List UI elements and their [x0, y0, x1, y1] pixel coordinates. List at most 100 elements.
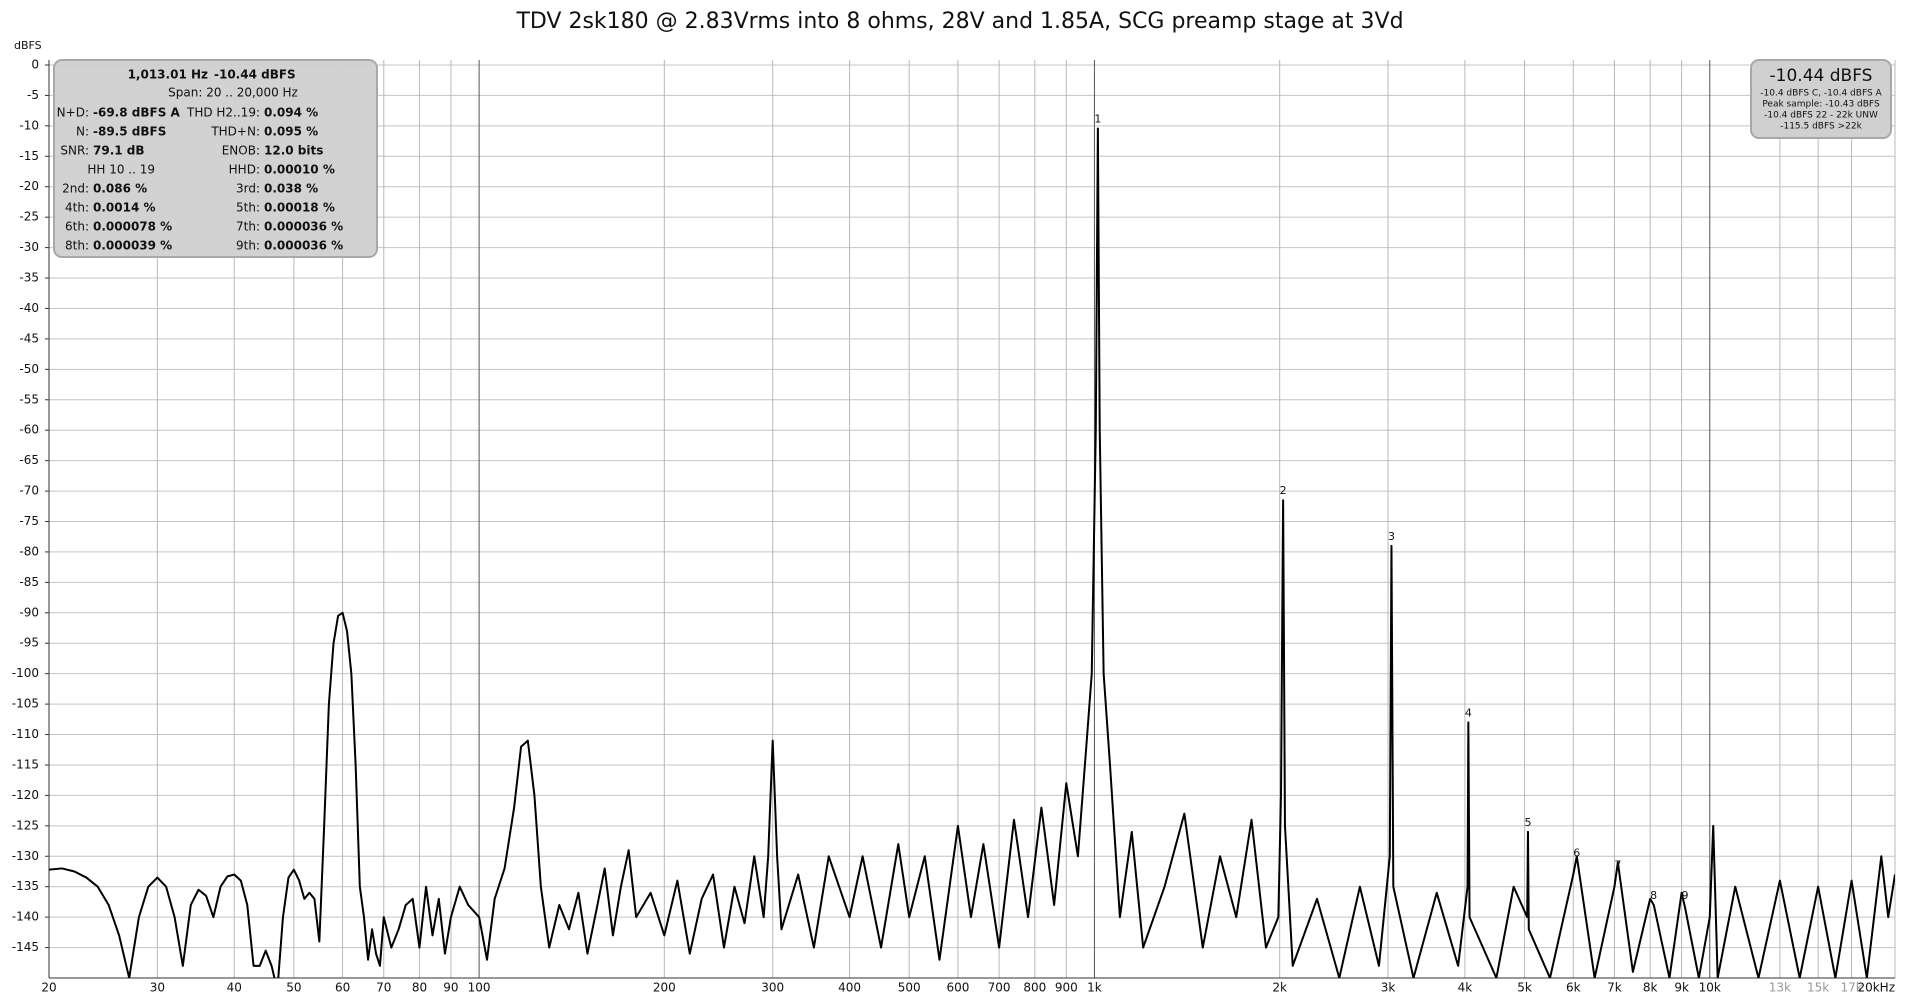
info-value: -89.5 dBFS: [93, 125, 166, 139]
info-box: [53, 59, 378, 258]
y-tick-label: -30: [19, 240, 39, 254]
x-tick-label: 7k: [1607, 981, 1622, 995]
y-tick-label: -90: [19, 605, 39, 619]
y-tick-label: -5: [27, 88, 39, 102]
y-tick-label: -65: [19, 453, 39, 467]
x-tick-label: 200: [653, 981, 676, 995]
level-box: [1750, 59, 1892, 139]
info-span: Span: 20 .. 20,000 Hz: [168, 86, 298, 100]
x-tick-label: 60: [335, 981, 350, 995]
x-tick-label: 5k: [1517, 981, 1532, 995]
harmonic-label: 5: [1524, 816, 1531, 829]
info-value: 0.000036 %: [264, 220, 343, 234]
y-tick-label: -20: [19, 179, 39, 193]
info-label: 5th:: [236, 201, 260, 215]
info-value: 0.000078 %: [93, 220, 172, 234]
x-tick-label: 4k: [1458, 981, 1473, 995]
x-tick-label: 300: [761, 981, 784, 995]
x-tick-label: 8k: [1643, 981, 1658, 995]
info-value: 0.00010 %: [264, 163, 335, 177]
info-label: 3rd:: [236, 182, 260, 196]
x-tick-label: 40: [227, 981, 242, 995]
info-value: -69.8 dBFS A: [93, 106, 181, 120]
y-tick-label: -95: [19, 636, 39, 650]
x-tick-label: 3k: [1381, 981, 1396, 995]
spectrum-line: [49, 127, 1895, 978]
x-tick-label: 30: [150, 981, 165, 995]
x-tick-label: 50: [286, 981, 301, 995]
x-tick-label: 17k: [1840, 981, 1862, 995]
x-tick-label: 1k: [1087, 981, 1102, 995]
level-line: -115.5 dBFS >22k: [1780, 122, 1862, 132]
y-axis-label: dBFS: [14, 39, 42, 52]
harmonic-label: 3: [1388, 530, 1395, 543]
info-value: 79.1 dB: [93, 144, 145, 158]
x-tick-label: 9k: [1674, 981, 1689, 995]
y-tick-label: -50: [19, 362, 39, 376]
y-tick-label: -135: [12, 879, 39, 893]
x-tick-label: 900: [1055, 981, 1078, 995]
x-tick-label: 20kHz: [1857, 981, 1895, 995]
y-tick-label: 0: [31, 58, 39, 72]
x-tick-label: 20: [41, 981, 56, 995]
x-tick-label: 800: [1023, 981, 1046, 995]
info-label: N+D:: [57, 106, 89, 120]
x-tick-label: 2k: [1272, 981, 1287, 995]
info-label: 2nd:: [62, 182, 89, 196]
x-tick-label: 700: [988, 981, 1011, 995]
harmonic-label: 2: [1280, 484, 1287, 497]
harmonic-label: 8: [1650, 889, 1657, 902]
harmonic-label: 7: [1614, 859, 1621, 872]
x-tick-label: 70: [376, 981, 391, 995]
level-line: Peak sample: -10.43 dBFS: [1762, 100, 1880, 110]
info-value: 0.095 %: [264, 125, 318, 139]
info-value: 12.0 bits: [264, 144, 323, 158]
info-value: 0.0014 %: [93, 201, 156, 215]
harmonic-label: 9: [1682, 889, 1689, 902]
x-tick-label: 80: [412, 981, 427, 995]
level-main: -10.44 dBFS: [1770, 66, 1873, 86]
info-value: 0.038 %: [264, 182, 318, 196]
info-label: N:: [76, 125, 89, 139]
info-label: SNR:: [60, 144, 89, 158]
info-label: 6th:: [65, 220, 89, 234]
info-label: 9th:: [236, 239, 260, 253]
y-tick-label: -145: [12, 940, 39, 954]
y-tick-label: -75: [19, 514, 39, 528]
info-value: 0.094 %: [264, 106, 318, 120]
harmonic-label: 1: [1094, 113, 1101, 126]
info-value: 0.000036 %: [264, 239, 343, 253]
x-tick-label: 6k: [1566, 981, 1581, 995]
x-tick-label: 13k: [1769, 981, 1791, 995]
harmonic-label: 4: [1465, 706, 1472, 719]
y-tick-label: -60: [19, 423, 39, 437]
x-tick-label: 400: [838, 981, 861, 995]
info-label: THD+N:: [210, 125, 260, 139]
info-value: 0.000039 %: [93, 239, 172, 253]
info-label: 7th:: [236, 220, 260, 234]
y-tick-label: -35: [19, 271, 39, 285]
x-tick-label: 100: [468, 981, 491, 995]
y-tick-label: -105: [12, 697, 39, 711]
info-label: 4th:: [65, 201, 89, 215]
harmonic-label: 6: [1573, 846, 1580, 859]
y-tick-label: -55: [19, 392, 39, 406]
y-tick-label: -45: [19, 331, 39, 345]
y-tick-label: -15: [19, 149, 39, 163]
y-tick-label: -25: [19, 210, 39, 224]
level-line: -10.4 dBFS 22 - 22k UNW: [1764, 111, 1878, 121]
info-value: 0.00018 %: [264, 201, 335, 215]
y-tick-label: -120: [12, 788, 39, 802]
y-tick-label: -100: [12, 666, 39, 680]
info-label: 8th:: [65, 239, 89, 253]
x-tick-label: 500: [898, 981, 921, 995]
level-line: -10.4 dBFS C, -10.4 dBFS A: [1760, 89, 1882, 99]
y-tick-label: -140: [12, 910, 39, 924]
info-header: -10.44 dBFS: [214, 68, 296, 82]
info-label: HHD:: [229, 163, 260, 177]
y-tick-label: -85: [19, 575, 39, 589]
chart-title: TDV 2sk180 @ 2.83Vrms into 8 ohms, 28V a…: [515, 9, 1403, 34]
x-tick-label: 15k: [1807, 981, 1829, 995]
